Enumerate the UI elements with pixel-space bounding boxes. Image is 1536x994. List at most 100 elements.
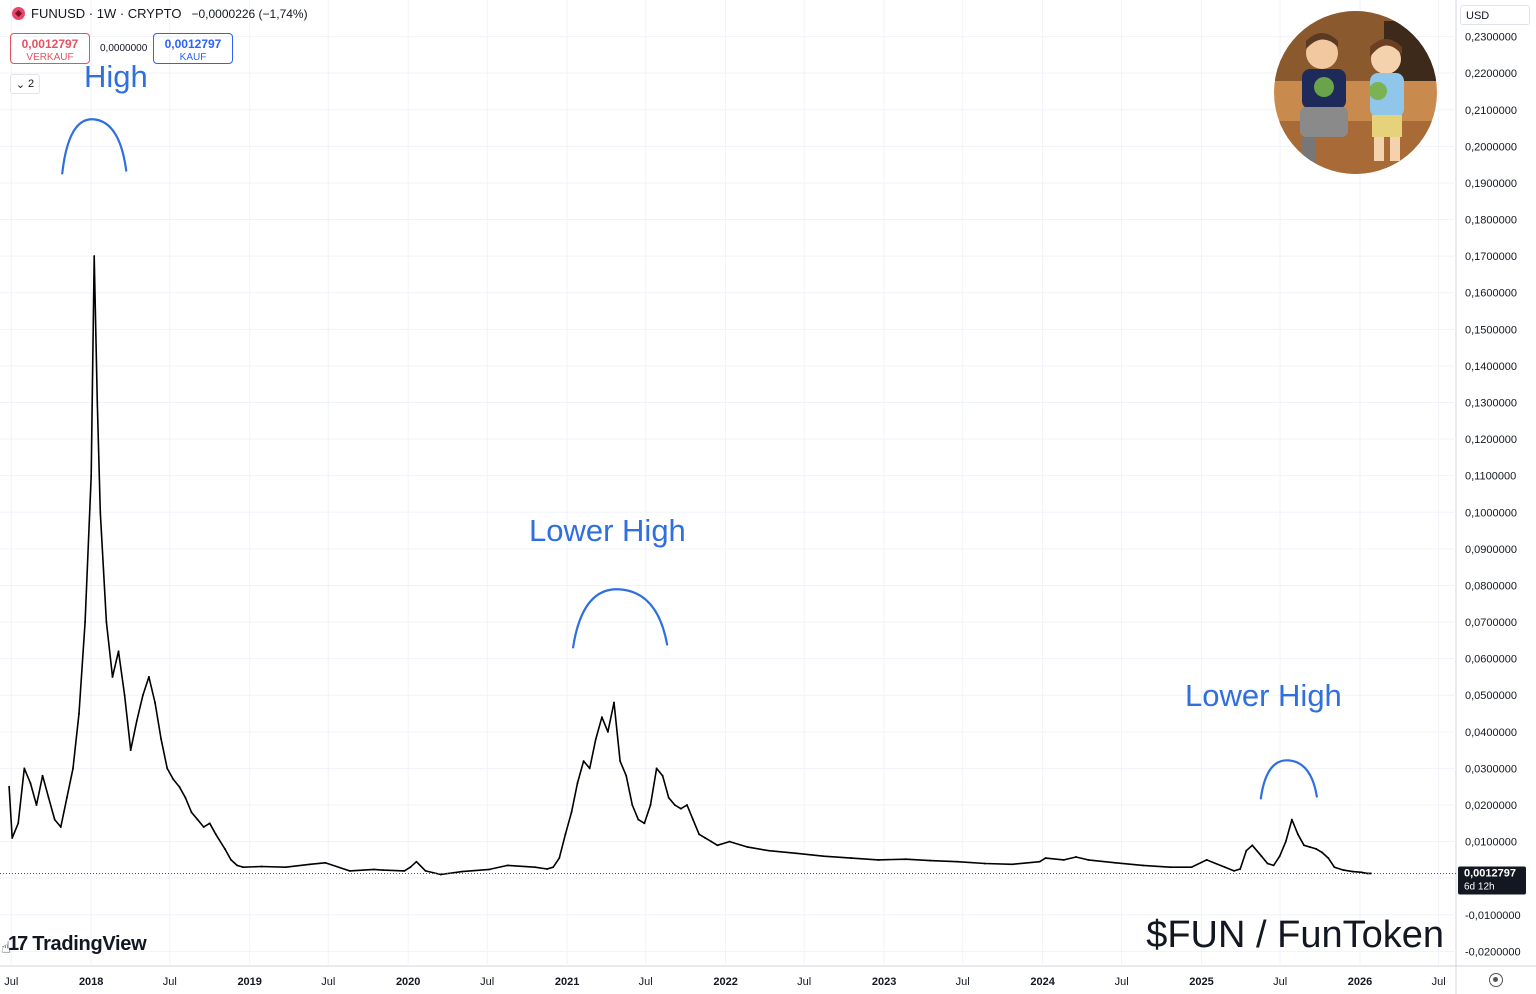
price-point [1233,870,1235,872]
sell-button[interactable]: 0,0012797 VERKAUF [10,33,90,64]
price-point [123,694,126,697]
price-point [1075,856,1077,858]
price-point [558,857,561,859]
price-point [309,863,311,866]
price-tick-label: 0,0800000 [1465,580,1517,592]
buy-button[interactable]: 0,0012797 KAUF [153,33,233,64]
price-point [29,782,32,784]
price-point [215,833,217,836]
price-point [439,873,442,876]
price-point [613,701,615,704]
price-point [631,804,634,806]
price-tick-label: 0,0900000 [1465,544,1517,556]
price-point [680,807,682,810]
price-point [96,401,99,404]
price-point [105,621,108,623]
price-tick-label: -0,0200000 [1465,946,1521,958]
price-point [1266,862,1269,865]
price-tick-label: 0,0400000 [1465,727,1517,739]
last-price-value: 0,0012797 [1464,867,1516,879]
currency-selector[interactable]: USD [1460,5,1530,25]
price-point [534,866,536,869]
buy-label: KAUF [179,52,207,63]
price-point [488,868,491,871]
price-point [160,738,162,740]
price-point [1342,869,1345,871]
price-tick-label: 0,1500000 [1465,324,1517,336]
time-tick-label: Jul [1432,976,1446,988]
price-tick-label: 0,0600000 [1465,654,1517,666]
price-point [129,749,132,751]
price-point [1251,844,1254,847]
price-point [637,818,640,821]
price-point [284,866,287,869]
price-point [66,796,68,799]
symbol-header[interactable]: FUNUSD · 1W · CRYPTO −0,0000226 (−1,74%) [12,6,308,21]
annotation-arcs [61,118,1318,800]
price-point [1205,859,1208,861]
price-point [230,859,232,861]
price-point [728,840,731,843]
price-point [154,701,156,704]
chevron-down-icon: ⌄ [15,78,26,91]
time-tick-label: 2022 [713,976,737,988]
price-point [135,720,138,722]
price-point [1309,846,1311,848]
price-tick-label: 0,2100000 [1465,105,1517,117]
symbol-title[interactable]: FUNUSD · 1W · CRYPTO [31,6,182,21]
price-point [178,785,181,788]
price-point [78,712,80,715]
price-point [576,782,579,784]
price-tick-label: -0,0100000 [1465,910,1521,922]
time-tick-label: Jul [639,976,653,988]
chart-watermark: $FUN / FunToken [1146,914,1444,956]
price-point [172,778,175,781]
price-point [822,855,825,858]
price-point [582,760,585,762]
price-point [692,818,694,821]
indicator-collapse-button[interactable]: ⌄ 2 [10,74,40,94]
price-point [1063,859,1065,861]
sell-price: 0,0012797 [21,37,79,51]
price-tick-label: 0,1700000 [1465,251,1517,263]
time-tick-label: Jul [1115,976,1129,988]
price-point [1245,849,1248,852]
price-point [1038,860,1041,863]
tradingview-logo[interactable]: 17 TradingView [8,933,147,956]
price-point [1284,840,1287,843]
price-tick-label: 0,1200000 [1465,434,1517,446]
price-point [1321,851,1324,854]
price-tick-label: 0,0700000 [1465,617,1517,629]
price-point [929,859,931,862]
price-point [53,818,56,821]
price-point [373,868,375,871]
time-tick-label: 2020 [396,976,420,988]
time-tick-label: 2024 [1030,976,1055,988]
price-point [643,822,646,825]
price-axis[interactable]: 0,2300000 0,2200000 0,2100000 0,2000000 0,19… [1465,32,1521,959]
price-point [59,826,62,828]
price-point [142,694,144,697]
price-point [564,833,567,836]
price-point [607,731,609,733]
price-point [1315,848,1317,850]
price-point [1272,864,1275,867]
annotation-lower-high-2025: Lower High [1185,678,1342,713]
tradingview-wordmark: TradingView [32,933,147,955]
annotation-arc [1259,759,1318,800]
price-point [1351,870,1354,873]
price-point [594,738,597,740]
hand-cursor-icon: ☝ [1,940,11,957]
gear-icon[interactable] [1489,973,1503,987]
last-price-marker: 0,0012797 6d 12h [0,866,1526,895]
price-point [674,804,676,806]
price-point [1239,868,1241,870]
price-point [409,866,412,869]
price-point [710,840,713,843]
time-axis[interactable]: Jul 2018 Jul 2019 Jul 2020 Jul 2021 Jul 2022 Jul 20… [4,976,1445,988]
price-point [202,826,205,828]
price-point [1087,859,1090,861]
price-point [17,822,20,825]
price-point [768,849,770,852]
